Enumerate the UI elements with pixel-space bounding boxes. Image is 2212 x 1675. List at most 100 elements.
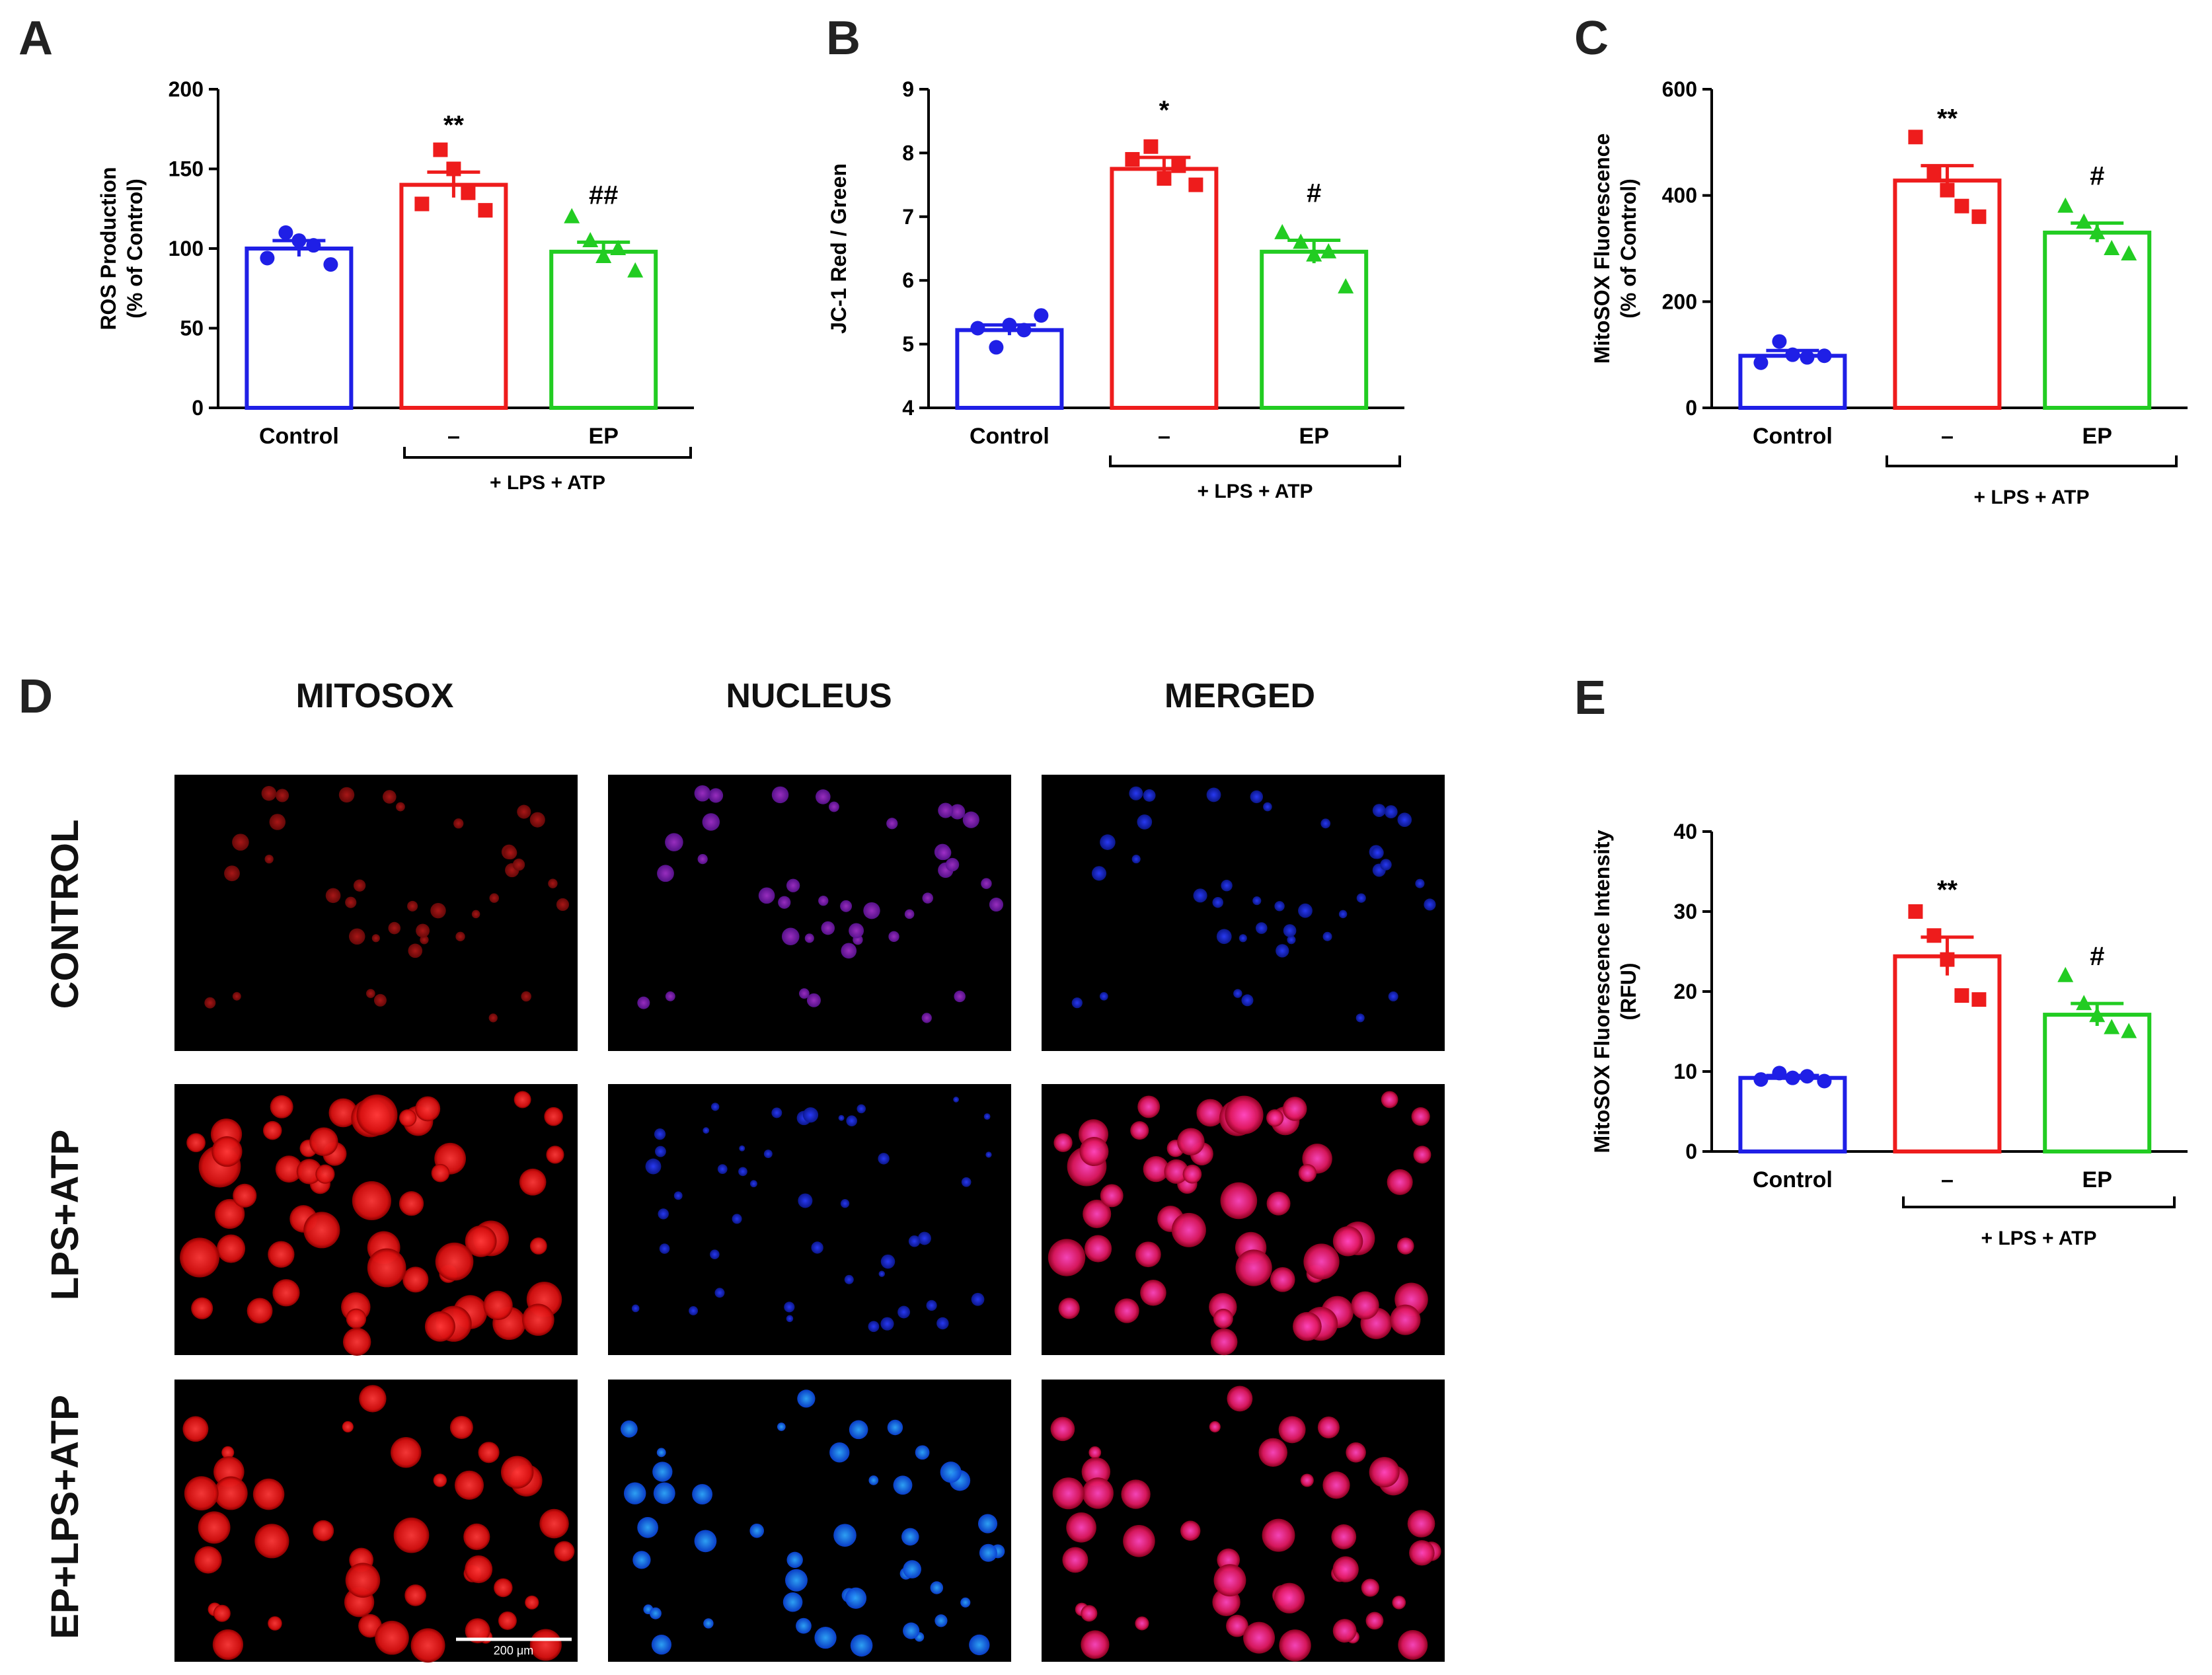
- data-point: [989, 340, 1004, 355]
- cell: [373, 993, 387, 1007]
- cell: [514, 1091, 531, 1109]
- data-point: [1002, 317, 1017, 332]
- data-point: [323, 257, 338, 272]
- category-label: EP: [1299, 424, 1329, 449]
- cell: [1322, 931, 1332, 941]
- y-axis-label: ROS Production: [96, 167, 120, 330]
- cell: [631, 1304, 640, 1313]
- cell: [554, 1541, 575, 1562]
- chart-panel-e: E 0 10 20 30 40 MitoSOX Fluorescence Intensity…: [1574, 672, 2188, 1249]
- cell: [328, 1098, 358, 1128]
- cell: [777, 1422, 786, 1431]
- data-point: [2089, 223, 2106, 239]
- bar-lps: [1110, 167, 1219, 410]
- data-point: [1954, 198, 1969, 214]
- cell: [498, 1611, 517, 1630]
- cell: [977, 1514, 998, 1534]
- cell: [1081, 1630, 1110, 1659]
- cell: [1062, 1547, 1088, 1573]
- group-label: + LPS + ATP: [1981, 1227, 2096, 1249]
- significance-marker: **: [1937, 104, 1958, 134]
- cell: [1332, 1556, 1359, 1582]
- data-point: [1753, 1072, 1769, 1087]
- cell: [983, 1113, 991, 1120]
- cell: [811, 1241, 823, 1254]
- cell: [828, 801, 839, 812]
- cell: [353, 879, 366, 892]
- significance-marker: ##: [589, 180, 619, 210]
- cell: [960, 1597, 971, 1608]
- data-point: [1940, 182, 1955, 198]
- cell: [544, 1107, 563, 1126]
- cell: [936, 845, 952, 861]
- cell: [1381, 1091, 1398, 1109]
- cell: [338, 787, 355, 803]
- cell: [198, 1511, 231, 1544]
- cell: [367, 1248, 406, 1288]
- cell: [247, 1298, 273, 1324]
- cell: [749, 1523, 765, 1538]
- category-label: Control: [1753, 1167, 1833, 1192]
- micrograph-lps-atp-merged: [1042, 1084, 1445, 1356]
- cell: [658, 1208, 669, 1220]
- cell: [539, 1508, 569, 1539]
- cell: [1396, 1237, 1414, 1255]
- cell: [981, 878, 992, 889]
- cell: [342, 1421, 354, 1433]
- data-point: [1772, 334, 1787, 349]
- cell: [656, 1448, 666, 1458]
- cell: [431, 1163, 450, 1183]
- cell: [303, 1212, 340, 1249]
- cell: [778, 896, 791, 909]
- cell: [1413, 1146, 1431, 1164]
- row-title-ep-lps-atp: EP+LPS+ATP: [44, 1395, 87, 1639]
- cell: [749, 1180, 757, 1188]
- cell: [1081, 1605, 1098, 1622]
- data-point: [1908, 130, 1923, 145]
- y-tick-label: 8: [902, 141, 914, 165]
- data-point: [1817, 1073, 1832, 1089]
- cell: [1387, 1169, 1413, 1195]
- cell: [1293, 1311, 1322, 1341]
- cell: [1397, 812, 1412, 828]
- significance-marker: *: [1159, 96, 1170, 125]
- cell: [270, 1095, 293, 1118]
- cell: [969, 1634, 990, 1656]
- cell: [269, 814, 286, 830]
- data-point: [2121, 245, 2137, 261]
- y-tick-label: 4: [902, 396, 914, 420]
- data-point: [2057, 197, 2074, 213]
- cell: [697, 853, 708, 865]
- cell: [840, 900, 853, 912]
- cell: [710, 1249, 720, 1259]
- cell: [500, 1456, 534, 1489]
- cell: [888, 931, 899, 943]
- cell: [454, 1470, 484, 1500]
- cell: [1332, 1226, 1363, 1257]
- cell: [416, 923, 430, 938]
- cell: [449, 1415, 473, 1440]
- data-point: [433, 142, 448, 157]
- cell: [264, 854, 274, 864]
- cell: [415, 1096, 441, 1122]
- y-tick-label: 0: [1685, 1140, 1697, 1163]
- group-bracket: [1902, 1196, 2176, 1208]
- cell: [1221, 879, 1233, 892]
- y-axis-label: (% of Control): [123, 178, 147, 319]
- data-point: [1016, 323, 1032, 338]
- data-point: [1143, 139, 1159, 154]
- cell: [488, 1013, 498, 1023]
- data-point: [414, 196, 430, 212]
- y-axis-label: JC-1 Red / Green: [827, 163, 851, 334]
- cell: [782, 1592, 803, 1612]
- cell: [399, 1109, 417, 1127]
- data-point: [478, 203, 493, 218]
- panel-letter-c: C: [1574, 12, 1609, 65]
- cell: [717, 1164, 728, 1175]
- cell: [903, 1622, 920, 1639]
- group-bracket: [403, 447, 692, 459]
- cell: [802, 1107, 819, 1123]
- micrograph-control-merged: [1042, 775, 1445, 1051]
- data-point: [2076, 995, 2092, 1011]
- cell: [455, 931, 465, 942]
